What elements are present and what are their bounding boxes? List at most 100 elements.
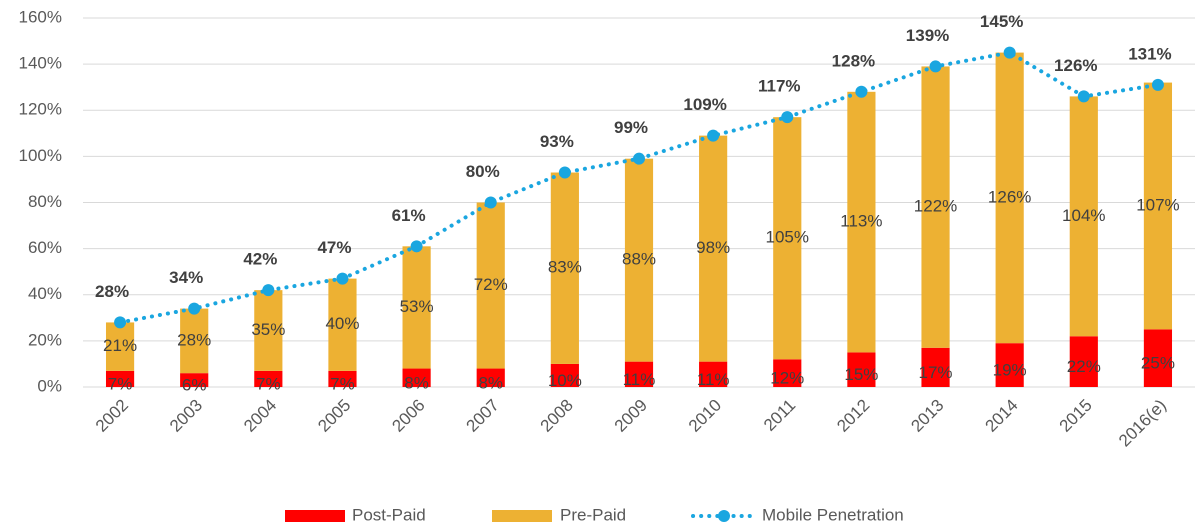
data-label: 28%	[95, 282, 129, 301]
penetration-marker	[781, 111, 794, 124]
bar	[624, 158, 654, 362]
penetration-marker	[633, 152, 645, 165]
data-label: 99%	[614, 118, 648, 137]
data-label: 53%	[400, 297, 434, 316]
penetration-marker	[1003, 46, 1016, 59]
penetration-marker	[484, 196, 497, 209]
data-label: 34%	[169, 268, 203, 287]
penetration-marker	[410, 240, 423, 253]
data-label: 122%	[914, 197, 957, 216]
y-tick-label: 160%	[19, 7, 62, 26]
data-label: 35%	[251, 320, 285, 339]
bar	[402, 368, 431, 387]
x-tick-label: 2011	[760, 396, 799, 435]
data-label: 6%	[182, 376, 207, 395]
legend-label: Post-Paid	[352, 505, 426, 524]
x-tick-label: 2007	[463, 396, 503, 436]
y-tick-label: 100%	[19, 146, 62, 165]
bar	[550, 363, 579, 387]
bar	[550, 172, 579, 364]
data-label: 93%	[540, 132, 574, 151]
x-tick-label: 2006	[388, 396, 428, 436]
data-label: 17%	[919, 363, 953, 382]
x-tick-label: 2003	[166, 396, 206, 436]
data-label: 109%	[683, 95, 726, 114]
bar	[921, 347, 950, 387]
data-label: 105%	[766, 228, 809, 247]
x-tick-label: 2002	[92, 396, 132, 436]
data-label: 104%	[1062, 206, 1105, 225]
y-tick-label: 140%	[19, 54, 62, 73]
data-label: 139%	[906, 26, 949, 45]
bar	[1143, 329, 1173, 387]
bar	[328, 370, 357, 387]
bar	[105, 370, 135, 387]
data-label: 47%	[317, 238, 351, 257]
penetration-marker	[114, 316, 127, 329]
data-label: 22%	[1067, 357, 1101, 376]
x-tick-label: 2013	[907, 396, 947, 436]
y-tick-label: 20%	[28, 330, 62, 349]
penetration-marker	[855, 85, 868, 98]
y-tick-label: 80%	[28, 192, 62, 211]
bar	[847, 352, 876, 387]
penetration-marker	[1151, 78, 1164, 91]
data-label: 7%	[256, 374, 281, 393]
x-tick-label: 2016(e)	[1115, 396, 1170, 451]
bar	[328, 278, 357, 371]
data-label: 12%	[770, 369, 804, 388]
data-label: 107%	[1136, 195, 1179, 214]
bar	[773, 359, 802, 387]
bar	[105, 322, 135, 371]
x-tick-label: 2004	[240, 396, 280, 436]
y-tick-label: 40%	[28, 284, 62, 303]
data-label: 10%	[548, 371, 582, 390]
legend-swatch	[492, 510, 552, 522]
bar	[995, 52, 1024, 344]
data-label: 19%	[993, 361, 1027, 380]
legend-label: Pre-Paid	[560, 505, 626, 524]
penetration-marker	[707, 129, 720, 142]
x-tick-label: 2014	[981, 396, 1021, 436]
data-label: 42%	[243, 250, 277, 269]
x-tick-label: 2015	[1056, 396, 1096, 436]
bar	[699, 361, 728, 387]
data-label: 83%	[548, 258, 582, 277]
data-label: 28%	[177, 330, 211, 349]
data-label: 98%	[696, 238, 730, 257]
x-tick-label: 2005	[314, 396, 354, 436]
data-label: 25%	[1141, 354, 1175, 373]
bar	[402, 246, 431, 369]
legend-label: Mobile Penetration	[762, 505, 904, 524]
data-label: 61%	[392, 206, 426, 225]
x-tick-label: 2010	[685, 396, 725, 436]
legend-swatch	[285, 510, 345, 522]
bar	[995, 343, 1024, 387]
bar	[254, 370, 283, 387]
legend-marker	[718, 510, 730, 522]
bar	[847, 91, 876, 353]
data-label: 7%	[108, 374, 133, 393]
bar	[773, 117, 802, 360]
data-label: 11%	[623, 370, 656, 389]
bar	[254, 290, 283, 371]
bar	[476, 368, 505, 387]
x-tick-label: 2012	[833, 396, 873, 436]
x-tick-label: 2009	[611, 396, 651, 436]
y-tick-label: 0%	[37, 376, 62, 395]
data-label: 126%	[1054, 56, 1097, 75]
bar	[180, 373, 209, 387]
data-label: 88%	[622, 250, 656, 269]
bar	[180, 308, 209, 374]
data-label: 145%	[980, 12, 1023, 31]
bar	[1069, 96, 1098, 337]
bar	[699, 135, 728, 362]
penetration-marker	[336, 272, 349, 285]
data-label: 117%	[758, 77, 801, 96]
data-label: 11%	[697, 370, 730, 389]
bar	[624, 361, 654, 387]
penetration-marker	[188, 302, 201, 315]
penetration-marker	[1077, 90, 1090, 103]
data-label: 80%	[466, 162, 500, 181]
